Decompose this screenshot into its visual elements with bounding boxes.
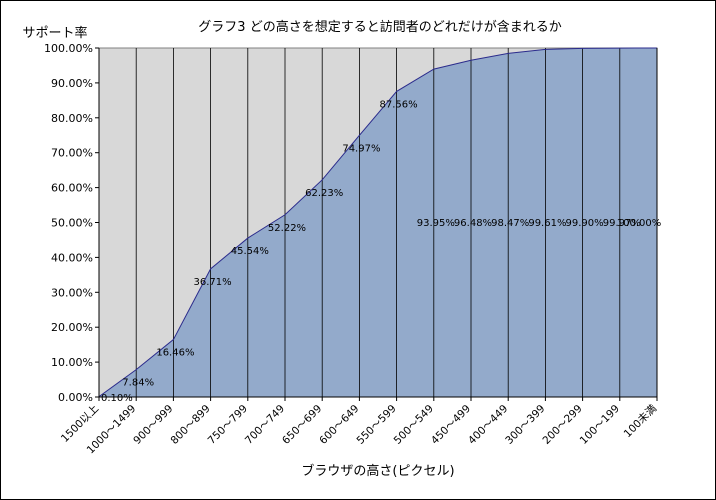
x-tick-label: 100未満 [622,402,660,440]
data-label: 45.54% [231,246,269,257]
y-tick-label: 60.00% [51,182,93,195]
data-label: 93.95% [417,218,455,229]
y-tick-label: 100.00% [44,42,93,55]
y-tick-label: 30.00% [51,286,93,299]
y-tick-label: 40.00% [51,251,93,264]
data-label: 16.46% [156,348,194,359]
y-tick-label: 80.00% [51,112,93,125]
data-label: 87.56% [380,99,418,110]
series-line [98,47,658,398]
data-label: 99.90% [566,218,604,229]
y-tick-label: 10.00% [51,356,93,369]
x-tick-label: 450～499 [429,403,473,447]
x-tick-label: 550～599 [354,403,398,447]
data-label: 36.71% [194,277,232,288]
x-tick-label: 800～899 [168,403,212,447]
data-label: 74.97% [342,143,380,154]
y-axis-label: サポート率 [22,25,87,41]
x-axis-label: ブラウザの高さ(ピクセル) [301,463,454,479]
data-label: 52.22% [268,223,306,234]
x-tick-label: 500～549 [392,403,436,447]
x-tick-label: 100～199 [578,403,622,447]
x-tick-label: 300～399 [503,403,547,447]
y-tick-label: 50.00% [51,217,93,230]
x-tick-label: 650～699 [280,403,324,447]
data-label: 7.84% [122,378,154,389]
x-tick-label: 400～449 [466,403,510,447]
data-label: 62.23% [305,188,343,199]
y-tick-label: 0.00% [58,391,93,404]
data-label: 98.47% [491,218,529,229]
data-label: 99.61% [528,218,566,229]
area-fill [99,48,657,397]
chart-title: グラフ3 どの高さを想定すると訪問者のどれだけが含まれるか [198,19,561,35]
x-tick-label: 900～999 [131,403,175,447]
y-tick-label: 20.00% [51,321,93,334]
data-label: 99.97% [603,218,641,229]
x-tick-label: 600～649 [317,403,361,447]
y-tick-label: 70.00% [51,147,93,160]
data-label: 0.10% [101,393,133,404]
data-label: 100.00% [617,218,662,229]
x-tick-label: 700～749 [243,403,287,447]
x-tick-label: 200～299 [540,403,584,447]
y-tick-label: 90.00% [51,77,93,90]
x-tick-label: 750～799 [206,403,250,447]
plot-area: 0.00% 10.00% 20.00% 30.00% 40.00% 50.00% 60.00… [44,42,661,456]
data-label: 96.48% [454,218,492,229]
